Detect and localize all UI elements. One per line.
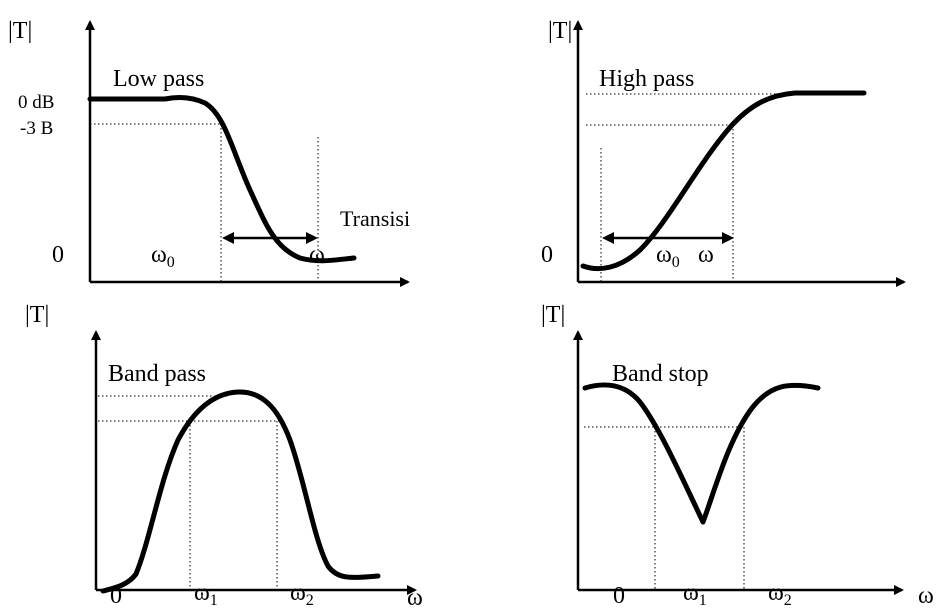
band-pass-title: Band pass — [108, 361, 206, 387]
high-pass-panel: |T| High pass 0 ω0 ω — [541, 18, 906, 287]
band-stop-y-axis-label: |T| — [541, 302, 565, 328]
band-pass-omega1-label: ω1 — [194, 580, 218, 609]
band-stop-curve — [582, 382, 821, 525]
low-pass-transition-label: Transisi — [340, 206, 410, 231]
low-pass-curve — [87, 95, 357, 264]
band-stop-omega1-label: ω1 — [683, 580, 707, 609]
low-pass-panel: |T| Low pass 0 dB -3 B 0 Transisi ω0 ω — [8, 18, 410, 287]
low-pass-y-axis-label: |T| — [8, 18, 32, 44]
low-pass-0db-tick: 0 dB — [18, 92, 54, 113]
band-pass-x-axis-label: ω — [407, 585, 423, 609]
band-stop-omega2-label: ω2 — [768, 580, 792, 609]
high-pass-y-axis-label: |T| — [548, 18, 572, 44]
band-stop-x-axis-label: ω — [918, 583, 934, 609]
high-pass-curve — [580, 90, 867, 272]
high-pass-zero-tick: 0 — [541, 242, 553, 268]
band-stop-origin-label: 0 — [613, 583, 625, 609]
band-pass-panel: |T| Band pass 0 ω1 ω2 ω — [25, 302, 423, 609]
high-pass-title: High pass — [599, 66, 694, 92]
band-pass-y-axis-label: |T| — [25, 302, 49, 328]
band-pass-curve — [100, 389, 381, 594]
low-pass-3db-tick: -3 B — [20, 118, 53, 139]
low-pass-title: Low pass — [113, 66, 204, 92]
low-pass-omega0-label: ω0 — [151, 242, 175, 271]
band-pass-origin-label: 0 — [110, 583, 122, 609]
band-stop-title: Band stop — [612, 361, 709, 387]
high-pass-omega-label: ω — [698, 242, 714, 268]
low-pass-zero-tick: 0 — [52, 242, 64, 268]
low-pass-omega-label: ω — [309, 242, 325, 268]
band-pass-omega2-label: ω2 — [290, 580, 314, 609]
high-pass-omega0-label: ω0 — [656, 242, 680, 271]
band-stop-panel: |T| Band stop 0 ω1 ω2 ω — [541, 302, 934, 609]
